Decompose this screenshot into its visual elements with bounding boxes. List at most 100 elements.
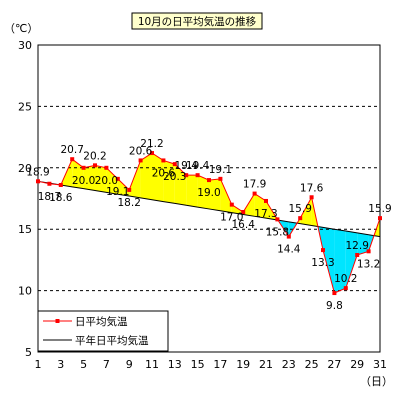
data-point	[70, 157, 75, 162]
x-tick-label: 3	[57, 358, 64, 371]
data-point	[264, 198, 268, 203]
fill-above-normal	[152, 153, 164, 202]
fill-above-normal	[83, 165, 95, 191]
data-label: 20.6	[152, 167, 176, 179]
y-axis-unit: （℃）	[4, 22, 38, 35]
fill-above-normal	[300, 197, 312, 226]
fill-above-normal	[174, 164, 187, 206]
plot-frame	[37, 44, 381, 353]
data-label: 20.0	[95, 175, 118, 187]
legend-box	[37, 310, 169, 352]
fill-below-normal	[323, 227, 335, 294]
data-label: 19.1	[209, 164, 232, 176]
fill-above-normal	[140, 153, 152, 200]
data-label: 17.9	[243, 179, 266, 191]
fill-below-normal	[357, 232, 369, 255]
data-point	[229, 202, 234, 207]
x-tick-label: 21	[259, 358, 273, 371]
data-point	[298, 216, 303, 221]
y-tick-label: 10	[18, 285, 32, 298]
data-label: 15.9	[368, 203, 391, 215]
data-point	[275, 217, 280, 222]
data-label: 21.2	[140, 138, 163, 150]
x-axis-unit: （日）	[360, 375, 393, 388]
data-label: 13.3	[311, 257, 334, 269]
data-label: 13.2	[357, 258, 380, 270]
data-label: 10.2	[334, 273, 357, 285]
fill-above-normal	[95, 165, 107, 193]
data-label: 12.9	[346, 240, 369, 252]
data-label: 18.2	[118, 197, 141, 209]
data-label: 19.1	[106, 186, 129, 198]
data-point	[195, 173, 200, 178]
data-label: 19.4	[175, 160, 199, 172]
x-tick-label: 7	[103, 358, 110, 371]
fill-below-normal	[345, 231, 358, 289]
data-point	[36, 179, 40, 184]
data-label: 14.4	[277, 244, 301, 256]
x-tick-label: 19	[236, 358, 250, 371]
y-tick-label: 30	[18, 39, 32, 52]
data-label: 15.9	[289, 203, 312, 215]
data-label: 18.7	[38, 191, 61, 203]
chart-title-group: 10月の日平均気温の推移	[131, 12, 263, 30]
data-label: 19.0	[197, 187, 220, 199]
data-point	[321, 248, 325, 253]
data-point	[252, 191, 257, 196]
data-point	[332, 291, 337, 296]
data-point	[378, 216, 382, 221]
data-point	[355, 252, 360, 257]
plot-border	[37, 44, 381, 353]
y-tick-label: 5	[25, 346, 32, 359]
fill-above-normal	[163, 160, 175, 204]
data-label: 15.8	[266, 226, 289, 238]
legend-observed-label: 日平均気温	[75, 315, 128, 328]
data-point	[309, 195, 314, 200]
data-label: 20.2	[83, 150, 106, 162]
data-point	[218, 176, 223, 181]
data-label: 20.3	[163, 171, 186, 183]
data-label: 18.6	[49, 192, 73, 204]
data-point	[81, 165, 86, 170]
fill-above-normal	[197, 175, 209, 209]
data-label: 17.0	[220, 212, 243, 224]
data-point	[58, 182, 63, 187]
y-tick-label: 25	[18, 100, 32, 113]
x-tick-label: 5	[80, 358, 87, 371]
fill-above-normal	[243, 193, 255, 217]
fill-above-normal	[231, 204, 244, 215]
chart-title: 10月の日平均気温の推移	[138, 15, 257, 28]
x-tick-label: 23	[282, 358, 296, 371]
x-tick-label: 13	[168, 358, 182, 371]
data-label: 18.9	[26, 166, 49, 178]
y-tick-label: 20	[18, 162, 32, 175]
legend-normal-label: 平年日平均気温	[75, 334, 149, 347]
normal-temperature-line	[37, 180, 381, 238]
fill-above-normal	[129, 160, 141, 198]
grid-lines	[38, 105, 380, 292]
data-point	[286, 234, 291, 239]
legend: 日平均気温 平年日平均気温	[37, 310, 169, 352]
x-ticks: 1 3 5 7 9 11 13 15 17 19 21 23 25 27 29 31	[35, 358, 388, 371]
data-point	[104, 165, 109, 170]
fill-above-normal	[186, 175, 198, 208]
data-points	[36, 151, 382, 296]
data-point	[241, 210, 246, 215]
x-tick-label: 11	[145, 358, 159, 371]
data-label: 17.6	[300, 182, 324, 194]
data-point	[366, 249, 371, 254]
data-point	[207, 178, 211, 183]
data-label: 19.4	[186, 160, 210, 172]
data-point	[150, 151, 154, 156]
data-label: 16.4	[232, 219, 256, 231]
chart-title-box	[131, 12, 263, 30]
data-point	[138, 158, 143, 163]
x-tick-label: 9	[126, 358, 133, 371]
data-point	[161, 158, 166, 163]
data-point	[47, 181, 52, 186]
fill-above-normal	[209, 178, 221, 211]
data-labels: 18.918.718.620.720.020.220.019.118.220.6…	[26, 138, 391, 312]
fill-above-normal	[117, 178, 130, 197]
data-label: 20.6	[129, 145, 153, 157]
